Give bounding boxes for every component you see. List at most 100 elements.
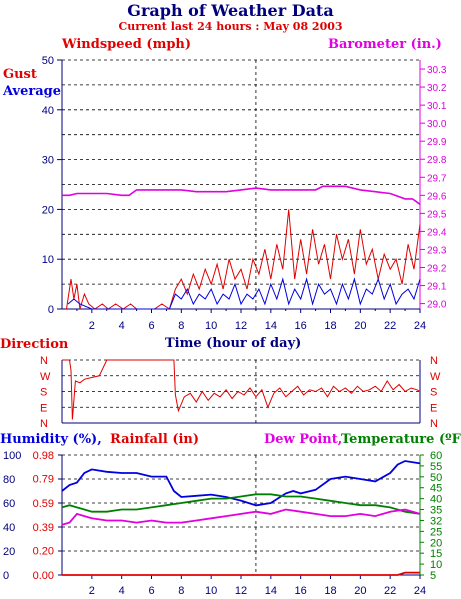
humidity-x-tick-label: 6: [148, 585, 154, 597]
series-direction: [62, 359, 421, 420]
wind-y-tick-label: 30: [42, 155, 54, 167]
wind-y-tick-label: 50: [42, 55, 54, 67]
average-legend-label: Average: [3, 84, 62, 99]
humidity-x-tick-label: 22: [384, 585, 396, 597]
page-subtitle: Current last 24 hours : May 08 2003: [118, 20, 343, 33]
rainfall-axis-title: Rainfall (in): [110, 432, 200, 447]
humidity-x-tick-label: 8: [178, 585, 184, 597]
direction-y-tick-label-left: S: [40, 387, 47, 399]
wind-x-tick-label: 24: [414, 320, 426, 332]
temperature-y-tick-label: 55: [430, 461, 442, 473]
rainfall-y-tick-label: 0.00: [33, 570, 54, 582]
barometer-y-tick-label: 30.2: [427, 83, 447, 94]
windspeed-axis-title: Windspeed (mph): [62, 37, 192, 52]
wind-x-tick-label: 6: [148, 320, 154, 332]
humidity-x-tick-label: 4: [119, 585, 125, 597]
direction-y-tick-label-left: N: [40, 418, 48, 430]
humidity-axis-title: Humidity (%),: [0, 432, 102, 447]
wind-x-tick-label: 14: [265, 320, 277, 332]
barometer-y-tick-label: 29.5: [427, 209, 447, 220]
humidity-y-tick-label: 40: [3, 522, 15, 534]
wind-x-tick-label: 16: [295, 320, 307, 332]
barometer-y-tick-label: 30.3: [427, 65, 447, 76]
temperature-y-tick-label: 25: [430, 526, 442, 538]
barometer-y-tick-label: 29.3: [427, 245, 447, 256]
temperature-axis-title: Temperature (ºF): [341, 432, 461, 447]
humidity-y-tick-label: 100: [3, 450, 21, 462]
wind-x-tick-label: 12: [235, 320, 247, 332]
dewpoint-axis-title: Dew Point,: [264, 432, 343, 447]
direction-y-tick-label-left: W: [40, 371, 51, 383]
wind-y-tick-label: 10: [42, 254, 54, 266]
temperature-y-tick-label: 32: [430, 515, 442, 527]
wind-y-tick-label: 20: [42, 204, 54, 216]
barometer-y-tick-label: 29.7: [427, 173, 447, 184]
humidity-x-tick-label: 20: [354, 585, 366, 597]
page-title: Graph of Weather Data: [127, 1, 334, 20]
temperature-y-tick-label: 60: [430, 450, 442, 462]
wind-x-tick-label: 4: [119, 320, 125, 332]
wind-y-tick-label: 0: [48, 304, 54, 316]
barometer-y-tick-label: 29.8: [427, 155, 447, 166]
rainfall-y-tick-label: 0.98: [33, 450, 54, 462]
temperature-y-tick-label: 50: [430, 472, 442, 484]
series-rainfall: [62, 571, 420, 576]
wind-x-tick-label: 10: [205, 320, 217, 332]
rainfall-y-tick-label: 0.20: [33, 546, 54, 558]
humidity-x-tick-label: 16: [295, 585, 307, 597]
series-barometer: [62, 185, 421, 205]
wind-x-tick-label: 22: [384, 320, 396, 332]
direction-y-tick-label-right: N: [430, 418, 438, 430]
direction-y-tick-label-right: N: [430, 355, 438, 367]
barometer-y-tick-label: 29.9: [427, 137, 447, 148]
humidity-x-tick-label: 18: [324, 585, 336, 597]
rainfall-y-tick-label: 0.59: [33, 498, 54, 510]
wind-x-tick-label: 2: [89, 320, 95, 332]
humidity-x-tick-label: 2: [89, 585, 95, 597]
barometer-y-tick-label: 29.1: [427, 282, 447, 293]
direction-y-tick-label-left: N: [40, 355, 48, 367]
rainfall-y-tick-label: 0.79: [33, 473, 54, 485]
humidity-x-tick-label: 14: [265, 585, 277, 597]
direction-y-tick-label-right: S: [430, 387, 437, 399]
series-dew-point: [61, 508, 421, 526]
gust-legend-label: Gust: [3, 67, 37, 82]
barometer-y-tick-label: 29.6: [427, 191, 447, 202]
temperature-y-tick-label: 40: [430, 494, 442, 506]
barometer-y-tick-label: 29.0: [427, 300, 447, 311]
temperature-y-tick-label: 10: [430, 559, 442, 571]
humidity-y-tick-label: 20: [3, 546, 15, 558]
series-humidity: [61, 460, 421, 507]
humidity-y-tick-label: 60: [3, 498, 15, 510]
temperature-y-tick-label: 35: [430, 505, 442, 517]
barometer-y-tick-label: 30.0: [427, 119, 447, 130]
wind-x-tick-label: 8: [178, 320, 184, 332]
humidity-y-tick-label: 0: [3, 570, 9, 582]
humidity-x-tick-label: 10: [205, 585, 217, 597]
temperature-y-tick-label: 20: [430, 537, 442, 549]
barometer-y-tick-label: 29.2: [427, 264, 447, 275]
series-gust: [66, 209, 421, 310]
humidity-x-tick-label: 12: [235, 585, 247, 597]
series-temperature: [61, 493, 421, 515]
humidity-y-tick-label: 80: [3, 474, 15, 486]
direction-y-tick-label-right: E: [430, 402, 437, 414]
x-axis-title: Time (hour of day): [165, 336, 302, 351]
direction-title: Direction: [0, 337, 69, 352]
barometer-axis-title: Barometer (in.): [328, 37, 442, 52]
rainfall-y-tick-label: 0.39: [33, 522, 54, 534]
barometer-y-tick-label: 30.1: [427, 101, 447, 112]
direction-y-tick-label-right: W: [430, 371, 441, 383]
temperature-y-tick-label: 5: [430, 570, 436, 582]
wind-x-tick-label: 18: [324, 320, 336, 332]
temperature-y-tick-label: 45: [430, 483, 442, 495]
wind-x-tick-label: 20: [354, 320, 366, 332]
temperature-y-tick-label: 15: [430, 548, 442, 560]
series-average: [67, 277, 421, 310]
wind-y-tick-label: 40: [42, 105, 54, 117]
direction-y-tick-label-left: E: [40, 402, 47, 414]
barometer-y-tick-label: 29.4: [427, 227, 447, 238]
humidity-x-tick-label: 24: [414, 585, 426, 597]
